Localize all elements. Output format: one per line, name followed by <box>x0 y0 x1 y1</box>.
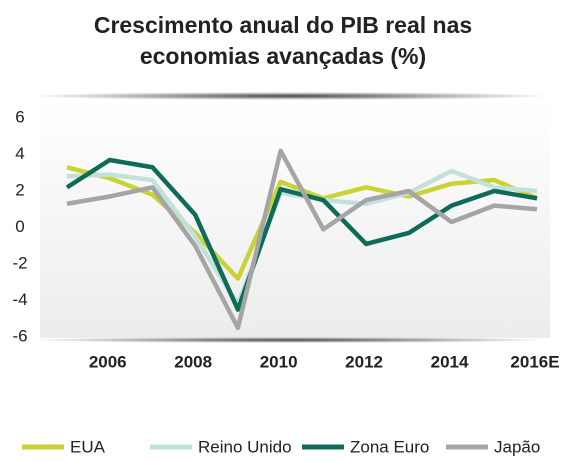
legend-label: Japão <box>494 437 540 456</box>
x-tick-label: 2010 <box>260 352 298 371</box>
y-tick-label: -6 <box>12 326 27 345</box>
legend-label: Zona Euro <box>350 437 429 456</box>
x-tick-label: 2006 <box>89 352 127 371</box>
legend-label: EUA <box>70 437 106 456</box>
chart-title: economias avançadas (%) <box>140 43 426 69</box>
y-tick-label: 6 <box>15 107 24 126</box>
y-tick-label: -4 <box>12 290 27 309</box>
plot-background <box>40 100 550 338</box>
x-tick-label: 2016E <box>510 352 559 371</box>
legend-label: Reino Unido <box>198 437 292 456</box>
y-tick-label: -2 <box>12 253 27 272</box>
y-tick-label: 0 <box>15 217 24 236</box>
x-tick-label: 2008 <box>174 352 212 371</box>
chart-title: Crescimento anual do PIB real nas <box>94 12 472 38</box>
x-tick-label: 2014 <box>431 352 469 371</box>
axis-rule <box>30 337 550 343</box>
x-tick-label: 2012 <box>345 352 383 371</box>
title-rule <box>30 92 550 100</box>
y-tick-label: 4 <box>15 144 24 163</box>
y-tick-label: 2 <box>15 180 24 199</box>
series-line <box>66 148 538 331</box>
